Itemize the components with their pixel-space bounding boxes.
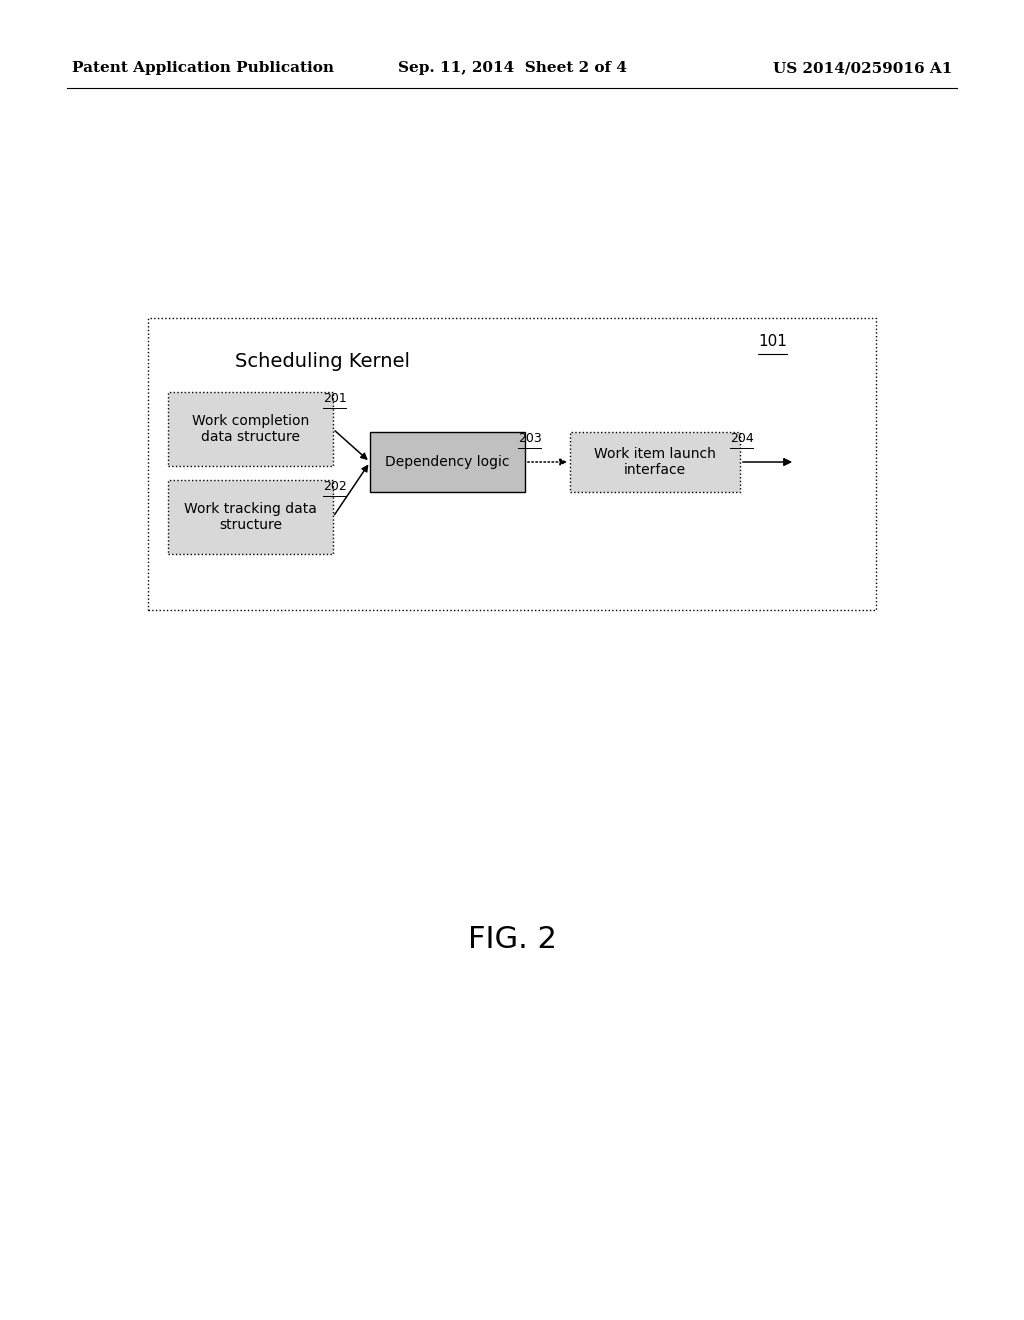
Bar: [570, 432, 740, 492]
Text: Dependency logic: Dependency logic: [385, 455, 510, 469]
Text: Work item launch
interface: Work item launch interface: [594, 447, 716, 477]
Text: 204: 204: [730, 432, 754, 445]
Bar: [168, 392, 333, 466]
Text: 201: 201: [323, 392, 347, 405]
Text: Work tracking data
structure: Work tracking data structure: [184, 502, 317, 532]
Bar: [370, 432, 525, 492]
Text: Scheduling Kernel: Scheduling Kernel: [234, 352, 410, 371]
Bar: [148, 318, 876, 610]
Text: Sep. 11, 2014  Sheet 2 of 4: Sep. 11, 2014 Sheet 2 of 4: [397, 61, 627, 75]
Text: FIG. 2: FIG. 2: [468, 925, 556, 954]
Text: 101: 101: [758, 334, 786, 350]
Bar: [168, 480, 333, 554]
Text: Patent Application Publication: Patent Application Publication: [72, 61, 334, 75]
Text: 203: 203: [518, 432, 542, 445]
Text: Work completion
data structure: Work completion data structure: [191, 414, 309, 444]
Text: 202: 202: [323, 480, 347, 492]
Text: US 2014/0259016 A1: US 2014/0259016 A1: [773, 61, 952, 75]
